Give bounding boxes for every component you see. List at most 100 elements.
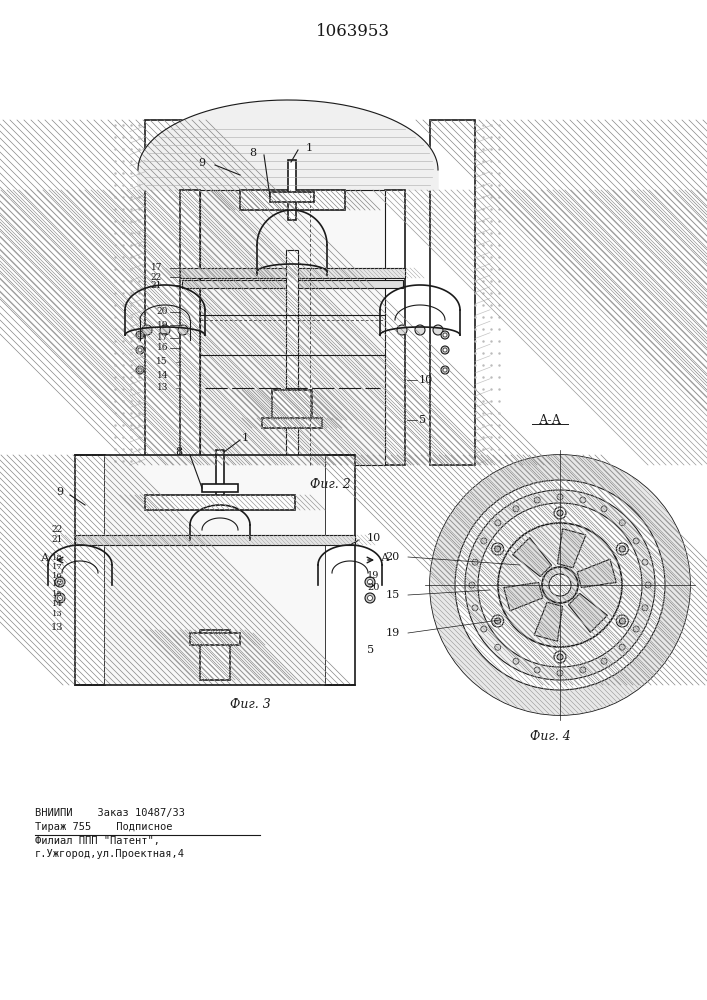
Circle shape [465, 490, 655, 680]
Circle shape [368, 595, 373, 600]
Text: 20: 20 [157, 308, 168, 316]
Circle shape [443, 348, 447, 352]
Circle shape [633, 626, 639, 632]
Circle shape [55, 577, 65, 587]
Circle shape [136, 331, 144, 339]
Text: 10: 10 [367, 533, 381, 543]
Text: ВНИИПИ    Заказ 10487/33: ВНИИПИ Заказ 10487/33 [35, 808, 185, 818]
Bar [385, 190, 405, 465]
Bar [190, 633, 240, 645]
Circle shape [619, 644, 625, 650]
Bar [262, 418, 322, 428]
Text: 20: 20 [367, 584, 380, 592]
Circle shape [549, 574, 571, 596]
Circle shape [142, 325, 152, 335]
Bar [182, 280, 403, 288]
Circle shape [645, 582, 651, 588]
Text: 15: 15 [52, 590, 63, 598]
Circle shape [619, 520, 625, 526]
Circle shape [601, 506, 607, 512]
Text: А: А [381, 553, 389, 563]
Circle shape [455, 480, 665, 690]
Text: Фиг. 2: Фиг. 2 [310, 479, 351, 491]
Bar [325, 455, 355, 685]
Bar [180, 190, 200, 465]
Circle shape [498, 523, 622, 647]
Text: 20: 20 [386, 552, 400, 562]
Text: 15: 15 [156, 358, 168, 366]
Circle shape [601, 658, 607, 664]
Text: 16: 16 [156, 344, 168, 353]
Bar [180, 190, 200, 465]
Bar [200, 190, 385, 465]
Circle shape [136, 366, 144, 374]
Circle shape [365, 577, 375, 587]
Bar [286, 250, 298, 455]
Bar [75, 535, 355, 545]
Circle shape [430, 455, 690, 715]
Circle shape [619, 618, 626, 624]
Circle shape [642, 605, 648, 611]
Text: А: А [41, 553, 49, 563]
Bar [272, 390, 312, 420]
Text: Тираж 755    Подписное: Тираж 755 Подписное [35, 822, 173, 832]
Circle shape [633, 538, 639, 544]
Bar [240, 190, 345, 210]
Circle shape [55, 593, 65, 603]
Bar [240, 190, 345, 210]
Circle shape [481, 538, 487, 544]
Bar [385, 190, 405, 465]
Circle shape [481, 626, 487, 632]
Circle shape [178, 325, 188, 335]
Bar [430, 120, 475, 465]
Bar [180, 268, 405, 278]
Circle shape [365, 593, 375, 603]
Circle shape [472, 559, 478, 565]
Bar [145, 495, 295, 510]
Bar [262, 418, 322, 428]
Circle shape [138, 348, 142, 352]
Circle shape [443, 368, 447, 372]
Circle shape [642, 559, 648, 565]
Circle shape [617, 615, 629, 627]
Circle shape [443, 333, 447, 337]
Bar [180, 268, 405, 278]
Text: 1: 1 [242, 433, 249, 443]
Text: 22: 22 [151, 272, 162, 282]
Text: 17: 17 [156, 334, 168, 342]
Bar [75, 455, 105, 685]
Bar [190, 633, 240, 645]
Circle shape [513, 658, 519, 664]
Circle shape [433, 325, 443, 335]
Polygon shape [504, 582, 543, 611]
Text: 9: 9 [56, 487, 63, 497]
Bar [75, 455, 105, 685]
Bar [75, 535, 355, 545]
Bar [216, 450, 224, 510]
Circle shape [368, 580, 373, 584]
Text: 19: 19 [156, 320, 168, 330]
Circle shape [441, 346, 449, 354]
Text: Фиг. 4: Фиг. 4 [530, 730, 571, 744]
Text: 16: 16 [52, 572, 63, 580]
Circle shape [554, 651, 566, 663]
Circle shape [534, 497, 540, 503]
Text: А-А: А-А [539, 414, 561, 426]
Bar [202, 484, 238, 492]
Circle shape [441, 331, 449, 339]
Text: Филиал ППП "Патент",: Филиал ППП "Патент", [35, 836, 160, 846]
Circle shape [478, 503, 642, 667]
Circle shape [617, 543, 629, 555]
Text: 1063953: 1063953 [316, 23, 390, 40]
Text: 21: 21 [52, 536, 63, 544]
Text: 10: 10 [419, 375, 433, 385]
Circle shape [513, 506, 519, 512]
Circle shape [138, 368, 142, 372]
Circle shape [136, 346, 144, 354]
Text: 17: 17 [151, 263, 162, 272]
Circle shape [542, 567, 578, 603]
Circle shape [534, 667, 540, 673]
Polygon shape [534, 602, 563, 641]
Text: 21: 21 [151, 280, 162, 290]
Circle shape [557, 494, 563, 500]
